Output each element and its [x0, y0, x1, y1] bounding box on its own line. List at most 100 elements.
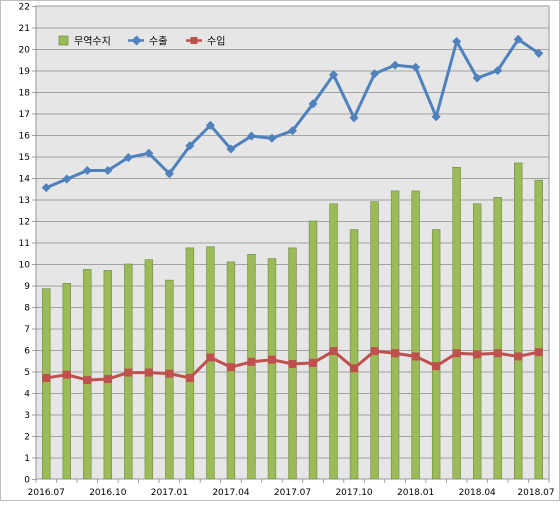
point: [226, 363, 235, 372]
y-tick-label: 0: [24, 476, 30, 486]
y-tick-label: 13: [19, 196, 30, 206]
y-tick-label: 2: [24, 433, 30, 443]
point: [391, 349, 400, 358]
x-tick-label: 2017.10: [335, 488, 372, 498]
x-tick-label: 2016.10: [89, 488, 126, 498]
bar: [411, 190, 420, 480]
point: [472, 73, 482, 83]
point: [411, 352, 420, 361]
point: [350, 364, 359, 373]
bar: [165, 279, 174, 480]
point: [370, 347, 379, 356]
legend-label-export: 수출: [149, 36, 167, 48]
y-tick-label: 4: [24, 390, 30, 400]
y-tick-label: 16: [19, 132, 31, 142]
legend: 무역수지 수출 수입: [58, 35, 225, 48]
bar: [472, 203, 482, 480]
point: [165, 369, 174, 378]
bar: [534, 179, 543, 480]
bar: [185, 247, 195, 480]
y-tick-label: 14: [19, 175, 31, 185]
y-tick-label: 15: [19, 153, 30, 163]
point: [205, 120, 215, 130]
point: [288, 359, 297, 368]
bar: [103, 270, 113, 480]
point: [534, 348, 543, 357]
bar-series: [42, 162, 543, 480]
point: [329, 347, 338, 356]
legend-marker-export: [131, 35, 142, 46]
y-tick-label: 7: [24, 325, 30, 335]
bar: [42, 288, 51, 480]
point: [432, 362, 441, 371]
y-tick-label: 8: [24, 304, 30, 314]
bar: [62, 283, 71, 480]
point: [411, 62, 421, 72]
legend-swatch-trade-balance: [58, 35, 69, 46]
point: [103, 375, 112, 384]
point: [493, 349, 502, 358]
x-tick-label: 2018.01: [397, 488, 434, 498]
point: [206, 353, 215, 362]
y-tick-label: 6: [24, 347, 30, 357]
y-tick-label: 10: [19, 261, 31, 271]
bar: [267, 258, 277, 480]
bar: [370, 201, 379, 480]
y-tick-label: 9: [24, 282, 30, 292]
point: [42, 373, 51, 382]
bar: [390, 190, 400, 480]
x-tick-label: 2017.04: [212, 488, 249, 498]
point: [308, 99, 318, 109]
legend-label-trade-balance: 무역수지: [74, 36, 111, 48]
legend-label-import: 수입: [207, 35, 225, 48]
bar: [349, 229, 359, 480]
y-tick-label: 21: [19, 24, 30, 34]
x-tick-label: 2017.07: [274, 488, 311, 498]
point: [82, 165, 92, 176]
point: [144, 368, 153, 377]
y-tick-label: 11: [19, 239, 30, 249]
point: [123, 153, 133, 163]
point: [513, 34, 523, 44]
y-tick-label: 1: [24, 454, 30, 464]
y-tick-label: 17: [19, 110, 30, 120]
point: [267, 355, 276, 364]
bar: [83, 269, 92, 480]
point: [309, 358, 318, 367]
point: [83, 376, 92, 385]
point: [185, 373, 194, 382]
y-tick-label: 5: [24, 368, 30, 378]
bar: [308, 220, 318, 480]
bar: [514, 162, 523, 480]
bar: [247, 254, 256, 480]
legend-marker-import: [190, 37, 198, 44]
bar: [206, 246, 215, 480]
point: [247, 357, 256, 366]
bar: [452, 166, 461, 480]
x-axis: 2016.07 2016.10 2017.01 2017.04 2017.07 2017.…: [28, 479, 555, 498]
point: [124, 368, 133, 377]
bar: [431, 229, 441, 480]
point: [514, 352, 523, 361]
point: [62, 370, 71, 379]
y-tick-label: 19: [19, 67, 31, 77]
point: [493, 65, 503, 76]
point: [452, 36, 462, 47]
x-tick-label: 2017.01: [151, 488, 188, 498]
bar: [493, 197, 502, 480]
x-tick-label: 2016.07: [28, 488, 65, 498]
point: [185, 141, 195, 151]
y-tick-label: 18: [19, 89, 31, 99]
y-tick-label: 20: [19, 46, 31, 56]
x-tick-label: 2018.07: [517, 488, 554, 498]
y-tick-label: 12: [19, 218, 30, 228]
point: [431, 112, 441, 122]
point: [144, 148, 154, 158]
y-tick-label: 3: [24, 411, 30, 421]
bar: [329, 203, 338, 480]
point: [452, 349, 461, 358]
y-tick-label: 22: [19, 3, 30, 13]
